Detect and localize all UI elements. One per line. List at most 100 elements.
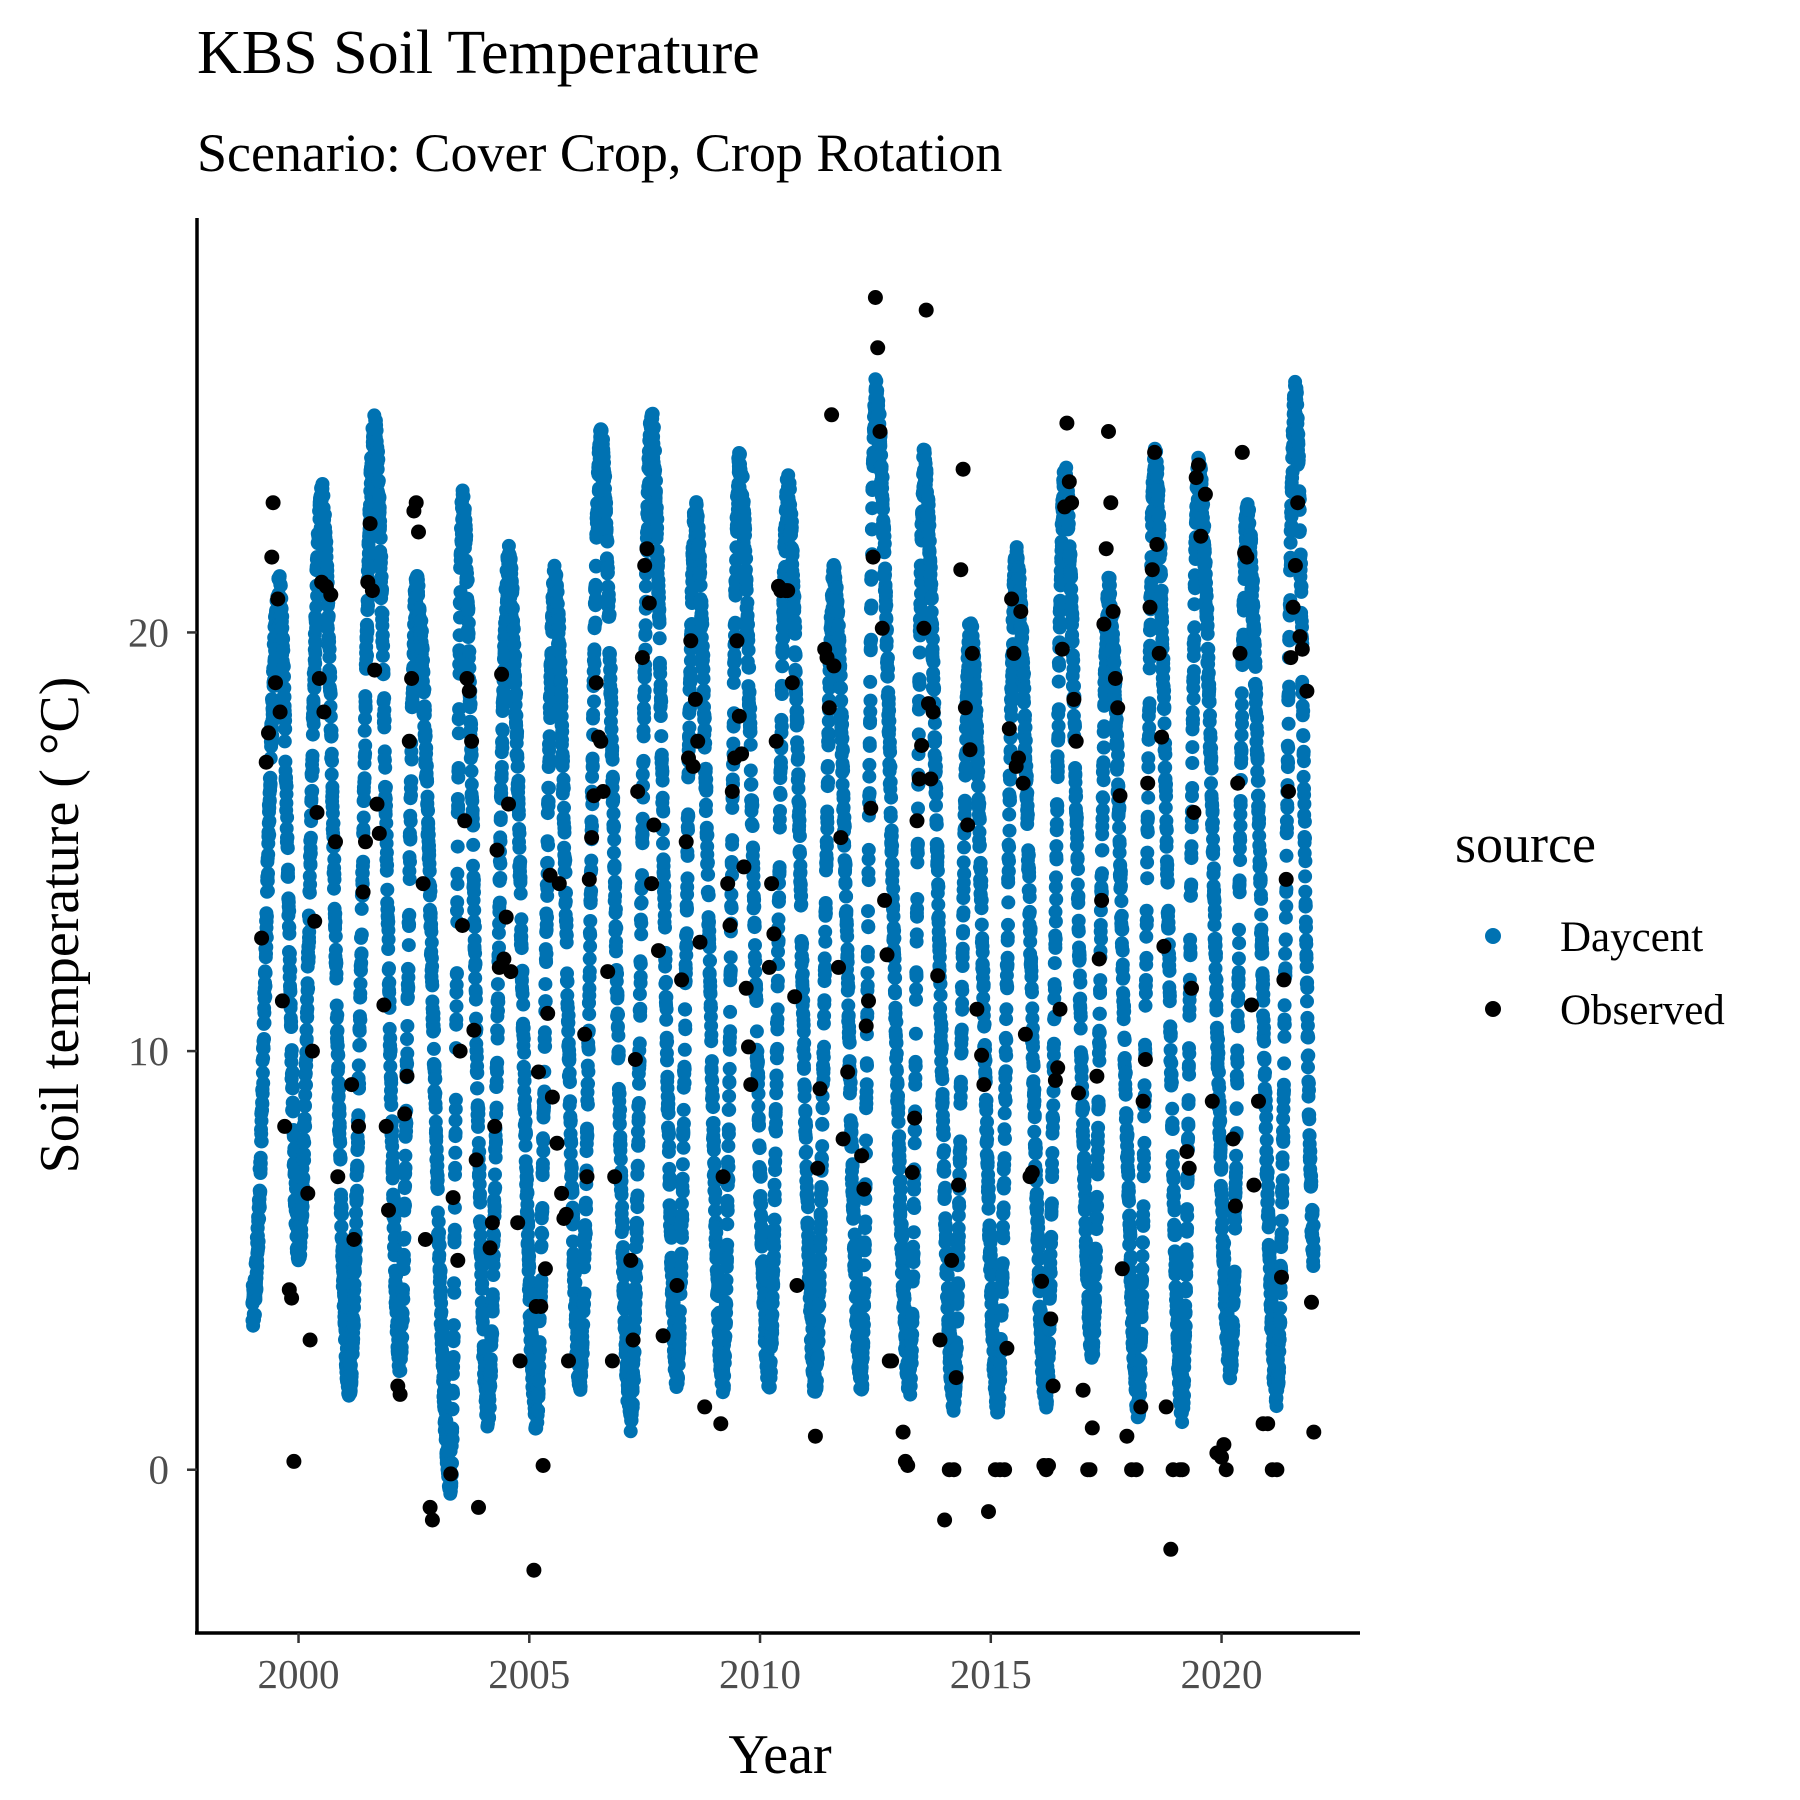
daycent-point	[252, 1200, 267, 1215]
daycent-point	[361, 598, 375, 613]
daycent-point	[677, 1062, 692, 1076]
daycent-point	[417, 703, 432, 718]
daycent-point	[605, 752, 620, 767]
daycent-point	[635, 827, 650, 842]
daycent-point	[772, 890, 787, 905]
daycent-point	[488, 1150, 503, 1165]
daycent-point	[872, 407, 887, 422]
daycent-point	[283, 963, 298, 978]
daycent-point	[633, 969, 648, 984]
daycent-point	[284, 1043, 299, 1058]
daycent-point	[254, 1134, 269, 1149]
daycent-point	[371, 473, 386, 488]
daycent-point	[471, 1119, 485, 1134]
daycent-point	[394, 1340, 409, 1355]
daycent-point	[615, 1220, 630, 1235]
daycent-point	[467, 933, 482, 947]
daycent-point	[696, 671, 711, 686]
daycent-point	[836, 763, 851, 778]
daycent-point	[506, 622, 521, 637]
daycent-point	[536, 1144, 551, 1159]
daycent-point	[838, 857, 853, 872]
daycent-point	[445, 1456, 459, 1471]
daycent-point	[681, 809, 696, 824]
daycent-point	[398, 1161, 413, 1175]
daycent-point	[349, 1206, 363, 1220]
daycent-point	[815, 1139, 830, 1154]
daycent-point	[510, 759, 525, 774]
daycent-point	[483, 1352, 498, 1367]
daycent-point	[426, 1041, 441, 1056]
daycent-point	[611, 1048, 626, 1063]
daycent-point	[278, 722, 293, 736]
daycent-point	[632, 1076, 646, 1091]
daycent-point	[860, 1058, 874, 1073]
daycent-point	[362, 546, 376, 561]
daycent-point	[671, 1357, 686, 1372]
daycent-point	[653, 677, 668, 692]
daycent-point	[448, 1092, 463, 1107]
daycent-point	[535, 1156, 550, 1171]
daycent-point	[393, 1363, 408, 1378]
daycent-point	[554, 689, 569, 704]
daycent-point	[701, 867, 716, 882]
daycent-point	[511, 773, 526, 788]
daycent-point	[326, 816, 341, 831]
daycent-point	[323, 687, 338, 701]
daycent-point	[474, 1260, 489, 1275]
daycent-point	[556, 781, 571, 796]
daycent-point	[538, 994, 553, 1009]
daycent-point	[857, 1258, 872, 1273]
daycent-point	[752, 1141, 767, 1156]
daycent-point	[769, 1116, 784, 1131]
daycent-point	[382, 961, 396, 976]
daycent-point	[428, 1086, 443, 1101]
daycent-point	[838, 876, 853, 891]
daycent-point	[415, 641, 430, 656]
daycent-point	[746, 841, 761, 856]
daycent-point	[427, 1022, 441, 1037]
daycent-point	[797, 1061, 811, 1076]
daycent-point	[308, 636, 323, 651]
daycent-point	[305, 783, 320, 798]
daycent-point	[739, 551, 754, 566]
daycent-point	[348, 1253, 363, 1268]
daycent-point	[397, 1253, 412, 1268]
daycent-point	[728, 615, 743, 630]
daycent-point	[577, 1286, 592, 1301]
daycent-point	[416, 665, 431, 680]
daycent-point	[753, 1169, 768, 1184]
daycent-point	[462, 644, 477, 659]
daycent-point	[583, 928, 598, 942]
daycent-point	[513, 854, 528, 869]
daycent-point	[490, 1024, 505, 1039]
daycent-point	[509, 708, 524, 723]
daycent-point	[317, 507, 332, 522]
daycent-point	[656, 853, 671, 867]
daycent-point	[817, 993, 832, 1008]
daycent-point	[328, 942, 343, 957]
daycent-point	[258, 989, 273, 1004]
daycent-point	[676, 1102, 691, 1117]
daycent-point	[765, 1296, 780, 1311]
daycent-point	[425, 978, 440, 993]
daycent-point	[344, 1366, 359, 1381]
daycent-point	[450, 866, 465, 881]
daycent-point	[857, 1237, 872, 1252]
daycent-point	[540, 910, 554, 925]
daycent-point	[302, 934, 317, 949]
daycent-point	[384, 1075, 399, 1090]
daycent-point	[512, 826, 527, 841]
daycent-point	[301, 950, 316, 965]
daycent-point	[856, 1317, 871, 1332]
daycent-point	[468, 992, 483, 1007]
daycent-point	[470, 1081, 485, 1096]
daycent-point	[815, 1101, 830, 1116]
daycent-point	[598, 469, 613, 484]
daycent-point	[582, 951, 597, 966]
daycent-point	[459, 529, 474, 543]
daycent-point	[280, 830, 295, 845]
daycent-point	[539, 946, 554, 961]
daycent-point	[704, 1054, 719, 1069]
daycent-point	[659, 1002, 674, 1017]
